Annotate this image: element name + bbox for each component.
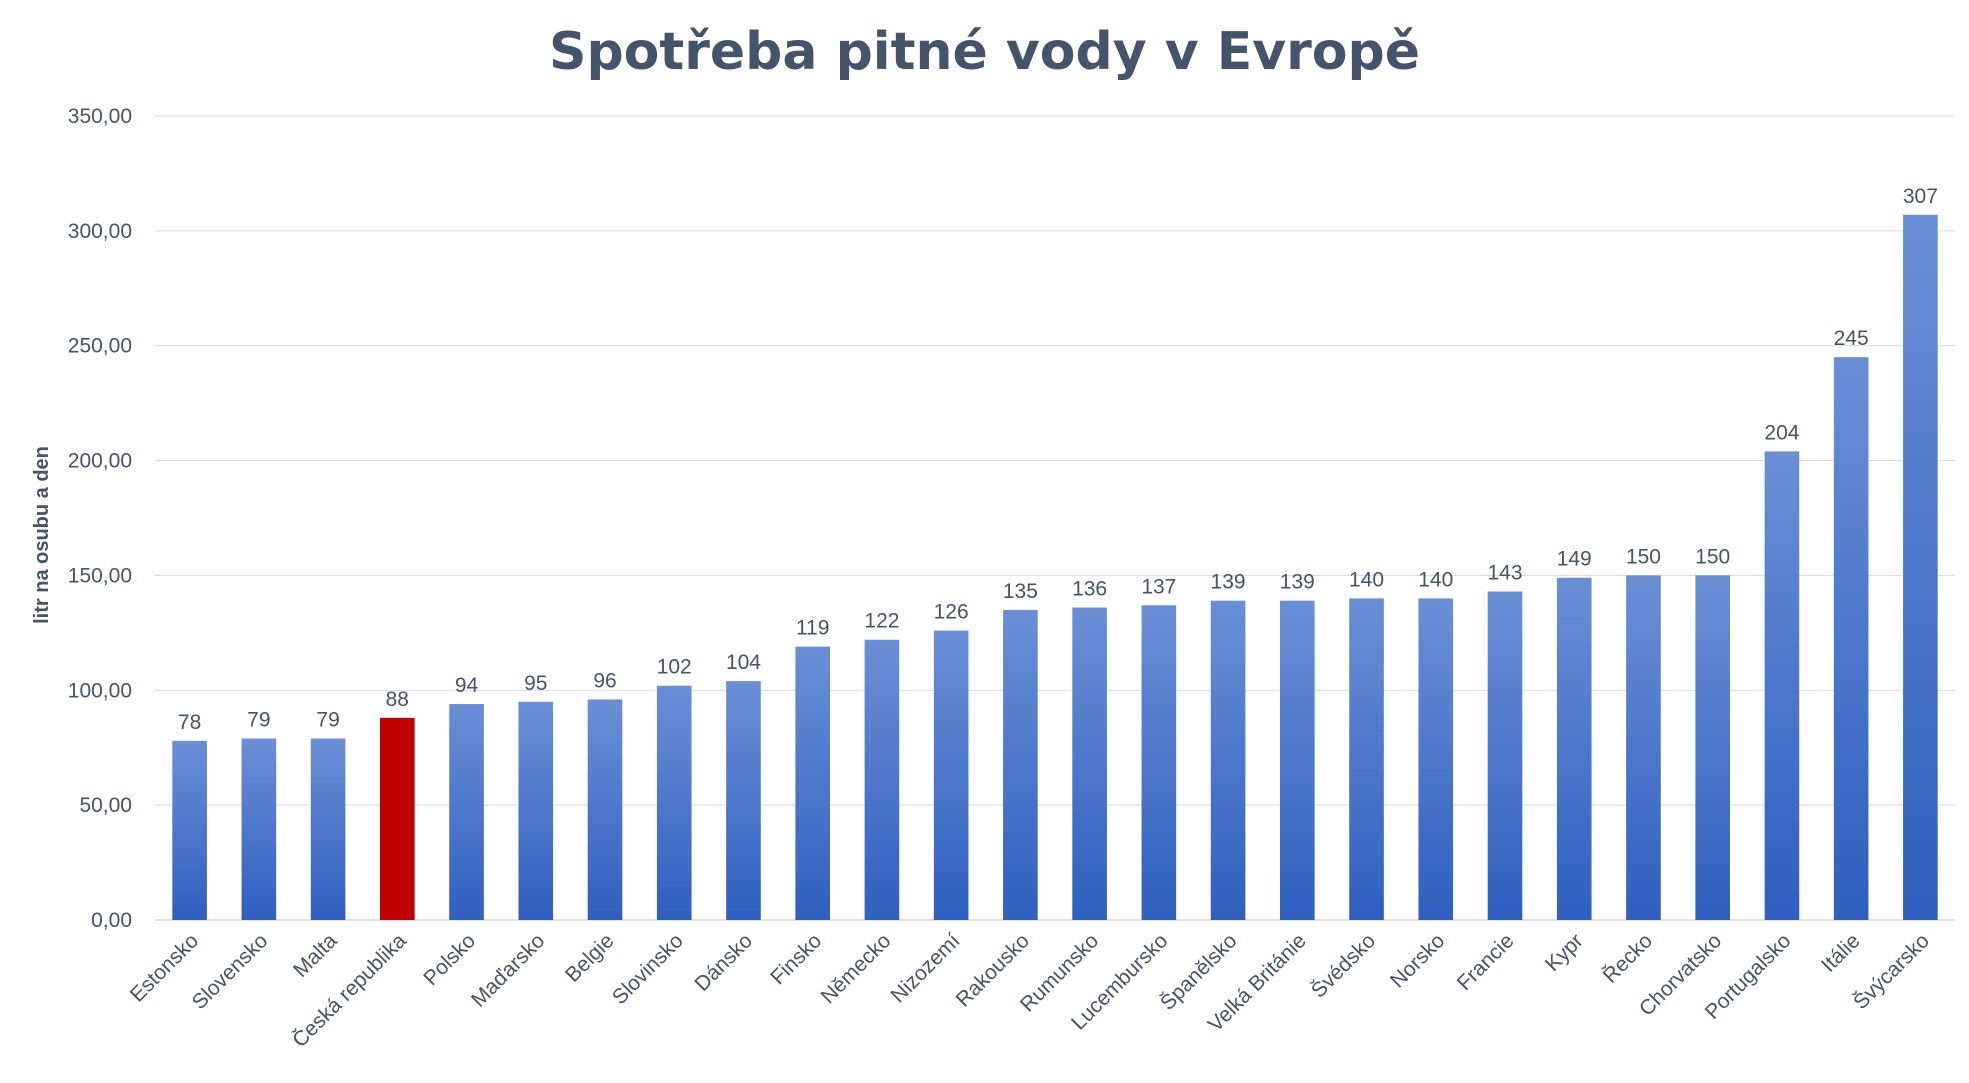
x-tick-label: Francie bbox=[1453, 929, 1519, 995]
data-label: 94 bbox=[455, 674, 479, 697]
bar-9 bbox=[726, 681, 761, 920]
bar-19 bbox=[1418, 598, 1454, 920]
x-tick-label: Německo bbox=[816, 929, 895, 1008]
data-label: 102 bbox=[657, 656, 692, 679]
data-label: 136 bbox=[1072, 578, 1107, 601]
bar-24 bbox=[1764, 451, 1800, 920]
y-tick-label: 100,00 bbox=[68, 679, 132, 702]
bar-7 bbox=[587, 699, 623, 920]
x-tick-label: Slovensko bbox=[188, 929, 273, 1014]
bar-20 bbox=[1487, 591, 1523, 920]
bar-18 bbox=[1349, 598, 1384, 920]
bar-5 bbox=[449, 704, 484, 920]
data-label: 79 bbox=[247, 709, 270, 732]
data-label: 137 bbox=[1141, 575, 1176, 598]
data-label: 88 bbox=[386, 688, 409, 711]
data-label: 104 bbox=[726, 651, 761, 674]
data-label: 245 bbox=[1834, 327, 1869, 350]
x-tick-label: Finsko bbox=[766, 929, 826, 989]
bar-16 bbox=[1210, 600, 1246, 920]
y-tick-label: 0,00 bbox=[91, 909, 132, 932]
data-label: 139 bbox=[1211, 571, 1246, 594]
bar-22 bbox=[1626, 575, 1661, 920]
y-axis-tick-labels: 0,00 50,00 100,00 150,00 200,00 250,00 300,00 3… bbox=[68, 105, 132, 932]
bar-25 bbox=[1833, 357, 1869, 920]
x-tick-label: Itálie bbox=[1817, 929, 1865, 977]
bar-11 bbox=[864, 639, 900, 920]
bar-6 bbox=[518, 701, 554, 920]
x-tick-label: Slovinsko bbox=[608, 929, 688, 1009]
x-tick-label: Dánsko bbox=[690, 929, 757, 996]
x-tick-label: Belgie bbox=[561, 929, 619, 987]
y-tick-label: 250,00 bbox=[68, 335, 132, 358]
bar-2 bbox=[241, 738, 277, 920]
x-tick-label: Maďarsko bbox=[467, 929, 549, 1011]
x-tick-label: Řecko bbox=[1599, 929, 1657, 987]
data-label: 143 bbox=[1487, 562, 1522, 585]
data-label: 140 bbox=[1418, 568, 1453, 591]
bar-1 bbox=[172, 740, 207, 920]
x-tick-label: Norsko bbox=[1386, 929, 1449, 992]
y-tick-label: 300,00 bbox=[68, 220, 132, 243]
data-label: 119 bbox=[796, 617, 829, 640]
x-tick-label: Švýcarsko bbox=[1849, 929, 1934, 1014]
data-label: 79 bbox=[316, 709, 339, 732]
data-label: 204 bbox=[1764, 421, 1799, 444]
x-tick-label: Švédsko bbox=[1307, 929, 1380, 1002]
bar-17 bbox=[1280, 600, 1315, 920]
data-label: 78 bbox=[178, 711, 201, 734]
data-label: 149 bbox=[1557, 548, 1592, 571]
bar-23 bbox=[1695, 575, 1730, 920]
y-axis-title: litr na osubu a den bbox=[31, 446, 53, 624]
data-label: 150 bbox=[1695, 545, 1730, 568]
data-labels: 78 79 79 88 94 95 96 102 104 119 122 126 135 136 137 13… bbox=[178, 185, 1938, 734]
bar-15 bbox=[1141, 605, 1177, 920]
data-label: 135 bbox=[1003, 580, 1038, 603]
x-tick-label: Kypr bbox=[1541, 929, 1588, 976]
bar-8 bbox=[656, 685, 692, 920]
y-tick-label: 200,00 bbox=[68, 450, 132, 473]
y-tick-label: 150,00 bbox=[68, 564, 132, 587]
bar-26 bbox=[1903, 214, 1938, 920]
bar-14 bbox=[1072, 607, 1107, 920]
data-label: 95 bbox=[524, 672, 547, 695]
x-tick-label: Malta bbox=[289, 929, 342, 982]
gridlines bbox=[155, 115, 1955, 921]
chart-title: Spotřeba pitné vody v Evropě bbox=[549, 22, 1420, 82]
bars bbox=[172, 214, 1938, 920]
y-tick-label: 50,00 bbox=[79, 794, 132, 817]
bar-13 bbox=[1003, 609, 1038, 920]
data-label: 307 bbox=[1903, 185, 1938, 208]
data-label: 150 bbox=[1626, 545, 1661, 568]
bar-12 bbox=[933, 630, 969, 920]
bar-3 bbox=[310, 738, 346, 920]
bar-21 bbox=[1556, 577, 1592, 920]
data-label: 139 bbox=[1280, 571, 1315, 594]
bar-4 bbox=[380, 717, 415, 920]
data-label: 140 bbox=[1349, 568, 1384, 591]
data-label: 96 bbox=[593, 669, 616, 692]
data-label: 122 bbox=[864, 610, 899, 633]
y-tick-label: 350,00 bbox=[68, 105, 132, 128]
data-label: 126 bbox=[934, 601, 969, 624]
x-tick-label: Polsko bbox=[419, 929, 480, 990]
bar-10 bbox=[795, 646, 830, 920]
